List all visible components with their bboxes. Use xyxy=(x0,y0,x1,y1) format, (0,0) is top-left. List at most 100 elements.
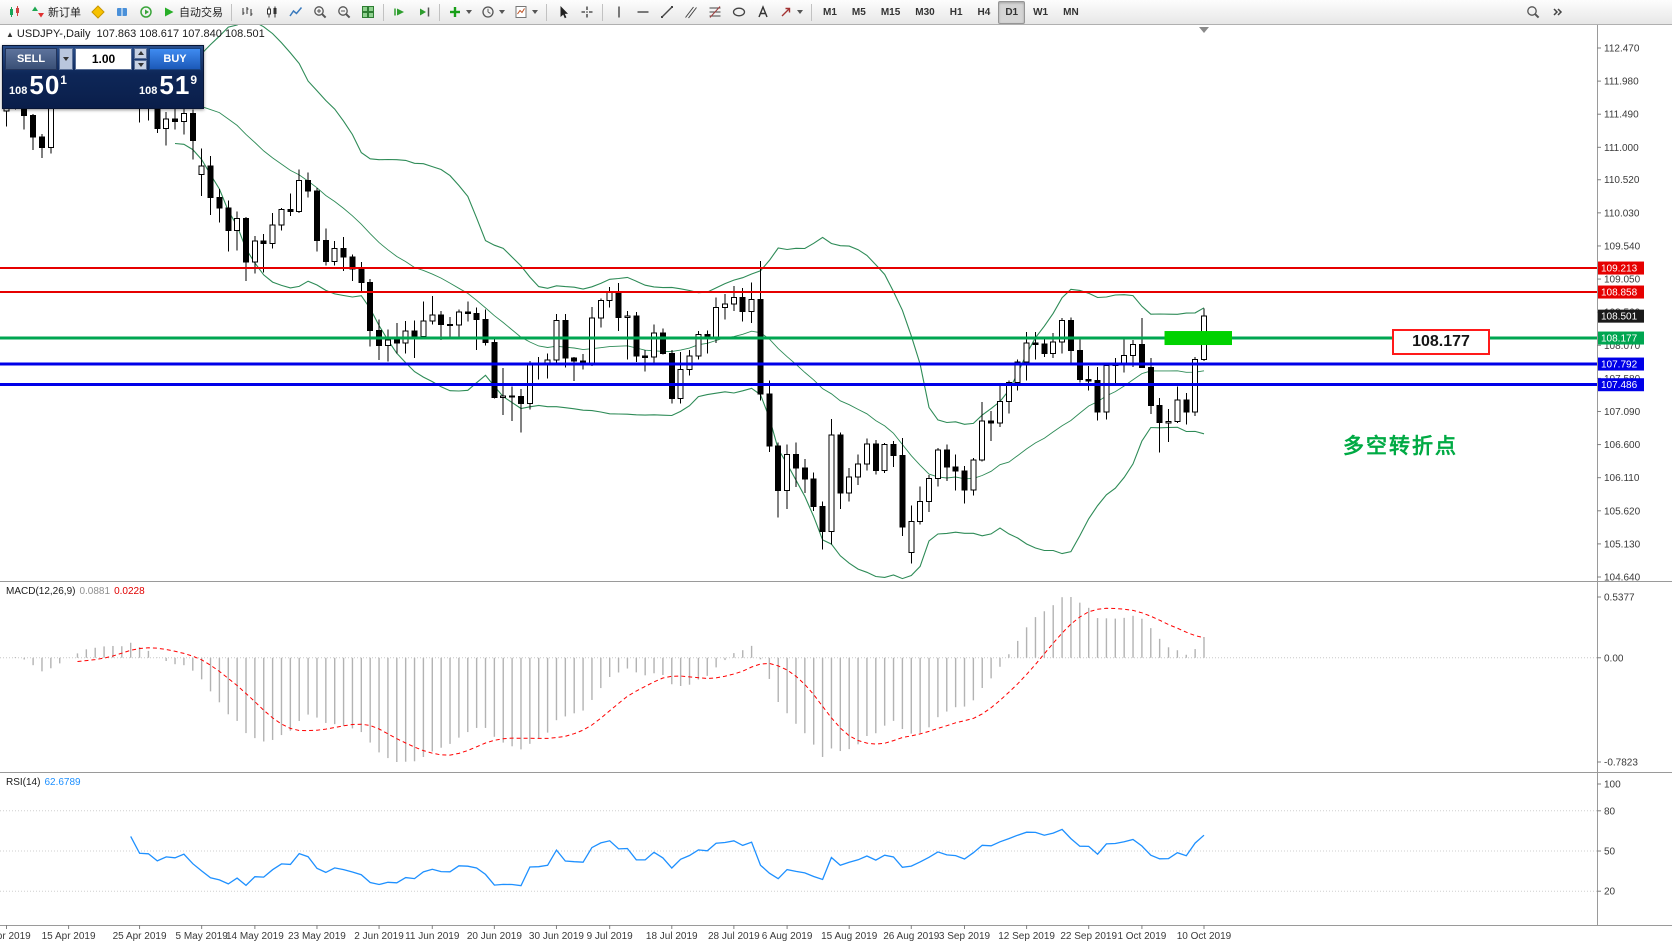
more-tools-button[interactable] xyxy=(1545,2,1568,23)
arrows-tool-button[interactable] xyxy=(775,2,807,23)
signals-button[interactable] xyxy=(134,2,157,23)
chart-symbol-label: ▲ USDJPY-,Daily 107.863 108.617 107.840 10… xyxy=(6,28,265,40)
price-tag-108.858: 108.858 xyxy=(1598,285,1644,299)
timeframe-m15[interactable]: M15 xyxy=(880,6,901,18)
chart-shift-icon xyxy=(419,7,429,17)
svg-text:0.00: 0.00 xyxy=(1604,653,1624,664)
trendline-icon xyxy=(660,6,673,18)
rsi-axis[interactable]: 100 80 50 20 xyxy=(1597,780,1621,898)
new-order-label: 新订单 xyxy=(48,7,81,19)
candlestick-chart-icon xyxy=(266,6,276,18)
chevron-down-icon xyxy=(499,10,505,14)
search-button[interactable] xyxy=(1521,2,1544,23)
bid-big: 50 xyxy=(29,70,61,100)
timeframe-h1[interactable]: H1 xyxy=(949,6,963,18)
vertical-line-button[interactable] xyxy=(607,2,630,23)
line-chart-button[interactable] xyxy=(284,2,307,23)
macd-axis[interactable]: 0.5377 0.00 -0.7823 xyxy=(1597,593,1638,769)
trendline-button[interactable] xyxy=(655,2,678,23)
new-order-button[interactable]: 新订单 xyxy=(27,2,85,23)
templates-button[interactable] xyxy=(510,2,542,23)
price-callout[interactable]: 108.177 xyxy=(1392,329,1490,355)
sell-button[interactable]: SELL xyxy=(5,48,57,70)
svg-text:110.520: 110.520 xyxy=(1604,175,1640,186)
svg-text:106.600: 106.600 xyxy=(1604,440,1641,451)
macd-value-signal: 0.0228 xyxy=(114,586,145,597)
chart-annotation[interactable]: 多空转折点 xyxy=(1343,435,1458,458)
macd-indicator-label: MACD(12,26,9) 0.0881 0.0228 xyxy=(6,586,145,597)
svg-text:4 Apr 2019: 4 Apr 2019 xyxy=(0,931,31,942)
candlestick-chart-button[interactable] xyxy=(260,2,283,23)
market-button[interactable] xyxy=(110,2,133,23)
zoom-out-button[interactable] xyxy=(332,2,355,23)
volume-input[interactable] xyxy=(75,48,132,70)
tile-windows-button[interactable] xyxy=(356,2,379,23)
mql5-diamond-icon xyxy=(90,5,105,19)
bid-sup: 1 xyxy=(60,73,67,87)
svg-text:23 May 2019: 23 May 2019 xyxy=(288,931,346,942)
bid-price: 108501 xyxy=(9,70,67,100)
svg-text:20: 20 xyxy=(1604,887,1616,898)
cursor-arrow-icon xyxy=(560,6,568,19)
volume-increase-button[interactable] xyxy=(134,48,147,59)
volume-dropdown[interactable] xyxy=(59,48,73,70)
new-chart-button[interactable] xyxy=(3,2,26,23)
shapes-button[interactable] xyxy=(727,2,750,23)
svg-text:109.540: 109.540 xyxy=(1604,241,1641,252)
signals-play-icon xyxy=(139,6,152,18)
periods-clock-icon xyxy=(482,6,494,18)
toolbar-separator xyxy=(439,3,440,21)
time-axis[interactable]: 4 Apr 2019 15 Apr 2019 25 Apr 2019 5 May 20… xyxy=(0,925,1232,942)
text-tool-button[interactable] xyxy=(751,2,774,23)
timeframe-m30[interactable]: M30 xyxy=(915,6,935,18)
timeframe-w1[interactable]: W1 xyxy=(1033,6,1049,18)
one-click-trading-panel: SELL BUY 108501 108519 xyxy=(2,45,204,109)
svg-text:22 Sep 2019: 22 Sep 2019 xyxy=(1060,931,1117,942)
timeframe-d1[interactable]: D1 xyxy=(998,0,1026,24)
timeframe-h4[interactable]: H4 xyxy=(977,6,991,18)
timeframe-mn[interactable]: MN xyxy=(1063,6,1079,18)
timeframe-m5[interactable]: M5 xyxy=(851,6,866,18)
svg-text:12 Sep 2019: 12 Sep 2019 xyxy=(998,931,1055,942)
collapse-triangle-icon: ▲ xyxy=(6,30,14,39)
svg-text:107.090: 107.090 xyxy=(1604,407,1641,418)
chart-shift-marker xyxy=(1199,27,1209,33)
symbol-name: USDJPY-,Daily xyxy=(16,28,91,40)
crosshair-button[interactable] xyxy=(575,2,598,23)
price-tag-108.501: 108.501 xyxy=(1598,309,1644,323)
svg-text:6 Aug 2019: 6 Aug 2019 xyxy=(762,931,813,942)
svg-text:11 Jun 2019: 11 Jun 2019 xyxy=(405,931,460,942)
auto-scroll-icon xyxy=(393,8,404,16)
toolbar-separator xyxy=(546,3,547,21)
volume-decrease-button[interactable] xyxy=(134,59,147,70)
cursor-button[interactable] xyxy=(551,2,574,23)
fibonacci-button[interactable] xyxy=(703,2,726,23)
channel-button[interactable] xyxy=(679,2,702,23)
svg-text:15 Apr 2019: 15 Apr 2019 xyxy=(42,931,96,942)
highlight-rectangle[interactable] xyxy=(1164,331,1232,346)
svg-text:112.470: 112.470 xyxy=(1604,44,1640,55)
bar-chart-button[interactable] xyxy=(236,2,259,23)
chart-shift-button[interactable] xyxy=(412,2,435,23)
toolbar-separator xyxy=(602,3,603,21)
horizontal-line-button[interactable] xyxy=(631,2,654,23)
search-icon xyxy=(1526,6,1539,19)
zoom-in-button[interactable] xyxy=(308,2,331,23)
indicators-button[interactable] xyxy=(444,2,476,23)
price-axis[interactable]: 112.470 111.980 111.490 111.000 110.520 110.0… xyxy=(1597,44,1641,584)
svg-text:25 Apr 2019: 25 Apr 2019 xyxy=(113,931,167,942)
svg-text:111.000: 111.000 xyxy=(1604,143,1639,154)
svg-text:26 Aug 2019: 26 Aug 2019 xyxy=(883,931,940,942)
price-tag-107.792: 107.792 xyxy=(1598,357,1644,371)
svg-text:109.213: 109.213 xyxy=(1601,264,1638,275)
rsi-name: RSI(14) xyxy=(6,777,41,788)
buy-button[interactable]: BUY xyxy=(149,48,201,70)
mql5-button[interactable] xyxy=(86,2,109,23)
autotrading-button[interactable]: 自动交易 xyxy=(158,2,227,23)
volume-stepper xyxy=(134,48,147,70)
periods-button[interactable] xyxy=(477,2,509,23)
auto-scroll-button[interactable] xyxy=(388,2,411,23)
timeframe-m1[interactable]: M1 xyxy=(823,6,837,18)
fibonacci-icon xyxy=(709,6,720,18)
